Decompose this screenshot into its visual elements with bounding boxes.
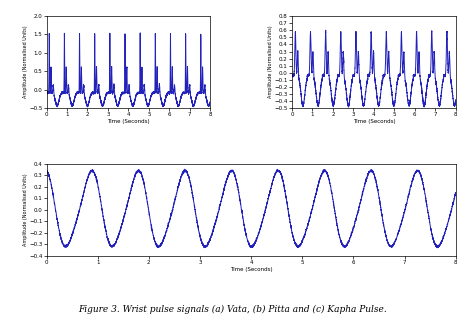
- X-axis label: Time (Seconds): Time (Seconds): [352, 119, 395, 124]
- Text: Figure 3. Wrist pulse signals (a) Vata, (b) Pitta and (c) Kapha Pulse.: Figure 3. Wrist pulse signals (a) Vata, …: [78, 304, 387, 314]
- X-axis label: Time (Seconds): Time (Seconds): [107, 119, 150, 124]
- Y-axis label: Amplitude (Normalised Units): Amplitude (Normalised Units): [268, 26, 273, 99]
- Y-axis label: Amplitude (Normalised Units): Amplitude (Normalised Units): [23, 173, 27, 246]
- Y-axis label: Amplitude (Normalised Units): Amplitude (Normalised Units): [23, 26, 27, 99]
- X-axis label: Time (Seconds): Time (Seconds): [230, 267, 272, 272]
